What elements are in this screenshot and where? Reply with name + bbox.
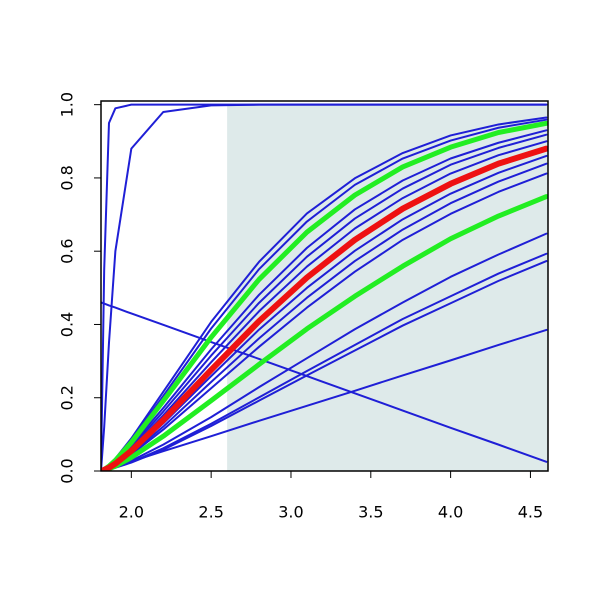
x-tick-label: 3.0 (278, 503, 303, 522)
series-line (101, 301, 548, 463)
line-layer (101, 103, 548, 471)
y-tick-label: 0.2 (58, 385, 77, 410)
plot-frame (100, 100, 549, 472)
y-tick-label: 0.8 (58, 165, 77, 190)
series-line (101, 103, 548, 471)
series-line (101, 145, 548, 471)
y-tick-label: 1.0 (58, 92, 77, 117)
x-tick-label: 4.0 (438, 503, 463, 522)
x-tick-label: 3.5 (358, 503, 383, 522)
x-tick-label: 4.5 (518, 503, 543, 522)
y-tick-label: 0.0 (58, 458, 77, 483)
x-tick-label: 2.0 (119, 503, 144, 522)
x-tick-label: 2.5 (198, 503, 223, 522)
y-tick-label: 0.4 (58, 312, 77, 337)
y-tick-label: 0.6 (58, 238, 77, 263)
axis-layer: 2.0 2.5 3.0 3.5 4.0 4.5 0.0 0.2 0.4 0.6 0.8 1.0 (58, 92, 544, 522)
